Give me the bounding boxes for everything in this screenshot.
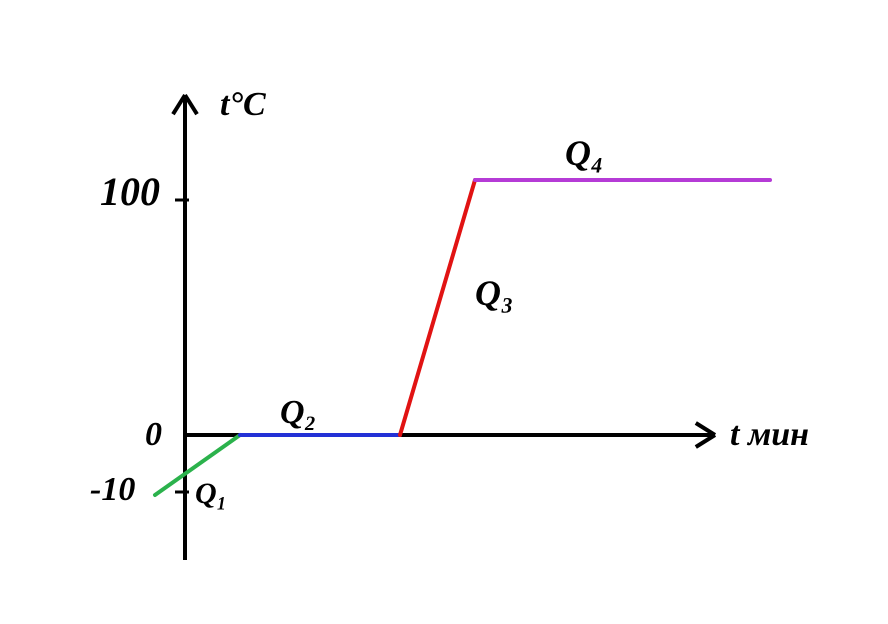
y-tick-label: 100 (100, 169, 160, 214)
heating-chart: t°C t мин 100 0 -10 Q₁ Q₂ Q₃ Q₄ (0, 0, 888, 624)
segment-label-q2: Q₂ (280, 394, 316, 431)
segment-label-q1: Q₁ (195, 477, 227, 510)
segment-label-q3: Q₃ (475, 273, 514, 313)
segment-label-q4: Q₄ (565, 133, 604, 173)
segment-q3 (400, 180, 475, 435)
y-tick-label: -10 (90, 471, 135, 508)
y-axis-label: t°C (220, 86, 266, 123)
x-axis-label: t мин (730, 416, 809, 453)
y-tick-label: 0 (145, 416, 162, 453)
